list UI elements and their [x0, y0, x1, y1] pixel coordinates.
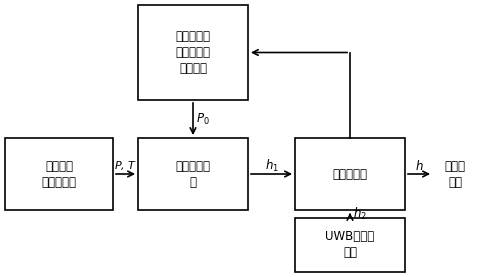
- Text: 融合估计值: 融合估计值: [332, 168, 367, 181]
- Text: $h_1$: $h_1$: [264, 158, 278, 174]
- Text: 高度输
出值: 高度输 出值: [444, 160, 466, 189]
- Text: 由上次的高
度值推算参
考气压值: 由上次的高 度值推算参 考气压值: [175, 30, 211, 75]
- Text: 差分气压测
高: 差分气压测 高: [175, 160, 211, 189]
- Text: 标签气压
值，温度值: 标签气压 值，温度值: [42, 160, 77, 189]
- Bar: [295, 218, 405, 272]
- Text: $h$: $h$: [414, 159, 423, 173]
- Text: $P$, T: $P$, T: [114, 160, 137, 173]
- Bar: [5, 138, 113, 210]
- Text: UWB高度估
计值: UWB高度估 计值: [326, 230, 375, 260]
- Bar: [138, 5, 248, 100]
- Bar: [138, 138, 248, 210]
- Text: $h_2$: $h_2$: [353, 206, 367, 222]
- Text: $P_0$: $P_0$: [196, 111, 210, 127]
- Bar: [295, 138, 405, 210]
